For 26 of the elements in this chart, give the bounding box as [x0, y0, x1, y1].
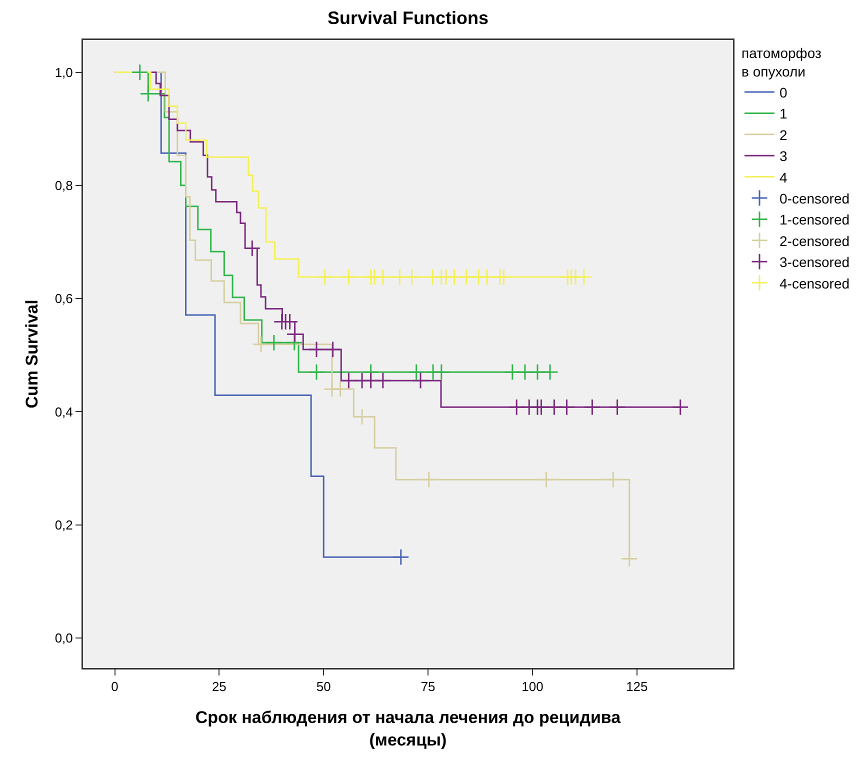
x-tick-label: 125 [626, 679, 648, 694]
y-tick-label: 0,8 [54, 178, 73, 193]
legend-label: 3-censored [780, 254, 850, 270]
legend-label: 2-censored [780, 232, 850, 249]
legend-label: 2 [780, 126, 788, 143]
legend-label: 0 [780, 84, 788, 100]
legend-label: 1-censored [780, 212, 850, 228]
y-tick-label: 0,4 [54, 404, 73, 420]
legend-label: 0-censored [780, 190, 850, 206]
x-tick-label: 75 [420, 679, 436, 694]
legend-title: патоморфоз в опухоли [742, 45, 822, 80]
x-tick-label: 100 [522, 679, 544, 694]
x-tick-label: 25 [212, 679, 226, 694]
y-tick-label: 0,6 [54, 291, 73, 306]
x-tick-label: 0 [111, 679, 118, 694]
y-tick-label: 0,2 [54, 517, 73, 532]
x-tick-label: 50 [316, 679, 331, 694]
y-tick-label: 0,0 [54, 630, 73, 646]
y-axis-title: Cum Survival [22, 300, 42, 408]
legend-label: 4 [780, 169, 788, 186]
legend-label: 1 [780, 106, 788, 122]
y-tick-label: 1,0 [54, 64, 73, 80]
legend-label: 3 [780, 148, 788, 164]
legend-label: 4-censored [780, 275, 850, 292]
chart-title: Survival Functions [327, 8, 489, 28]
x-axis-title: Срок наблюдения от начала лечения до рецидива (месяцы) [195, 708, 622, 750]
